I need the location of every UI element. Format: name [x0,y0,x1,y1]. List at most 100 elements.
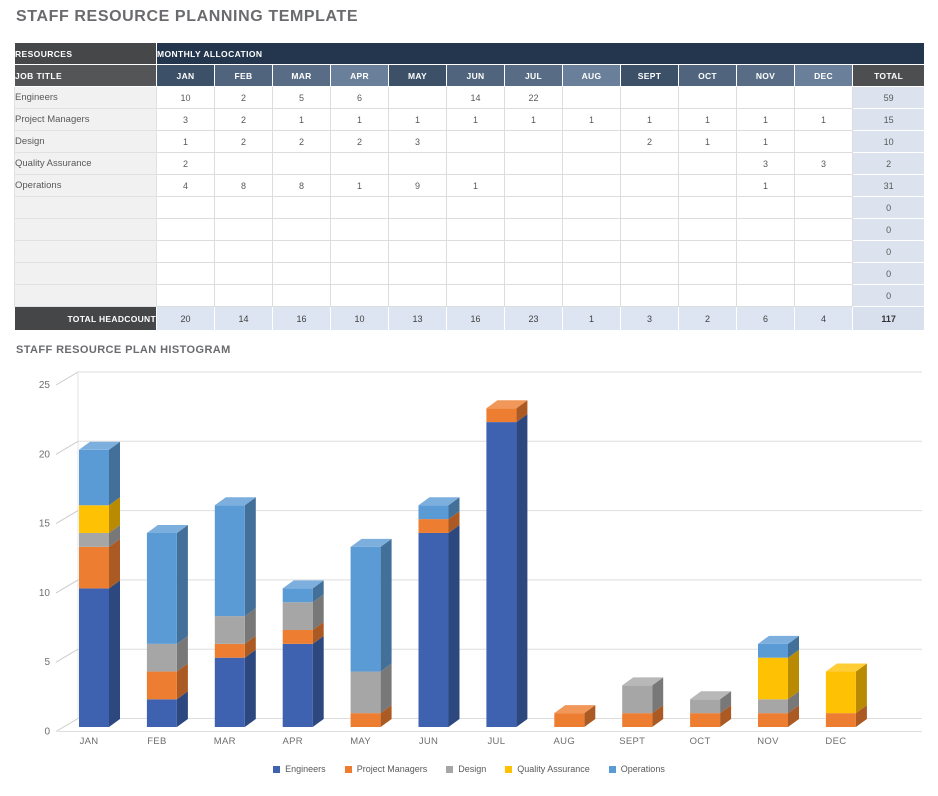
value-cell[interactable]: 8 [214,174,273,197]
value-cell[interactable] [330,152,389,175]
value-cell[interactable] [504,174,563,197]
value-cell[interactable] [504,240,563,263]
value-cell[interactable]: 1 [736,130,795,153]
value-cell[interactable] [678,284,737,307]
value-cell[interactable] [446,284,505,307]
value-cell[interactable]: 2 [330,130,389,153]
value-cell[interactable]: 1 [388,108,447,131]
value-cell[interactable] [156,218,215,241]
value-cell[interactable]: 2 [272,130,331,153]
value-cell[interactable]: 2 [214,86,273,109]
value-cell[interactable] [388,196,447,219]
value-cell[interactable] [272,218,331,241]
value-cell[interactable]: 1 [678,130,737,153]
value-cell[interactable] [214,262,273,285]
value-cell[interactable] [620,196,679,219]
job-title-cell[interactable] [14,262,157,285]
job-title-cell[interactable]: Operations [14,174,157,197]
value-cell[interactable] [794,240,853,263]
value-cell[interactable] [678,196,737,219]
value-cell[interactable] [446,262,505,285]
value-cell[interactable] [678,86,737,109]
value-cell[interactable] [330,218,389,241]
value-cell[interactable]: 2 [214,130,273,153]
value-cell[interactable]: 3 [388,130,447,153]
value-cell[interactable]: 1 [330,174,389,197]
value-cell[interactable] [736,262,795,285]
value-cell[interactable]: 1 [504,108,563,131]
value-cell[interactable] [272,284,331,307]
value-cell[interactable] [388,152,447,175]
value-cell[interactable] [330,240,389,263]
value-cell[interactable] [678,262,737,285]
value-cell[interactable] [388,218,447,241]
job-title-cell[interactable]: Engineers [14,86,157,109]
value-cell[interactable]: 1 [272,108,331,131]
value-cell[interactable] [156,240,215,263]
value-cell[interactable]: 22 [504,86,563,109]
value-cell[interactable]: 2 [156,152,215,175]
value-cell[interactable] [504,196,563,219]
value-cell[interactable] [736,240,795,263]
value-cell[interactable] [736,196,795,219]
job-title-cell[interactable]: Project Managers [14,108,157,131]
value-cell[interactable] [446,240,505,263]
value-cell[interactable]: 1 [620,108,679,131]
value-cell[interactable] [620,218,679,241]
value-cell[interactable]: 1 [330,108,389,131]
value-cell[interactable] [736,218,795,241]
value-cell[interactable] [446,152,505,175]
value-cell[interactable] [678,218,737,241]
value-cell[interactable] [156,284,215,307]
value-cell[interactable] [330,196,389,219]
value-cell[interactable] [620,152,679,175]
value-cell[interactable] [794,262,853,285]
value-cell[interactable] [446,130,505,153]
value-cell[interactable]: 9 [388,174,447,197]
value-cell[interactable] [736,86,795,109]
value-cell[interactable] [620,86,679,109]
value-cell[interactable] [272,262,331,285]
value-cell[interactable] [504,262,563,285]
value-cell[interactable] [214,284,273,307]
value-cell[interactable] [562,196,621,219]
value-cell[interactable] [446,196,505,219]
value-cell[interactable] [562,130,621,153]
value-cell[interactable]: 3 [794,152,853,175]
value-cell[interactable]: 1 [736,108,795,131]
value-cell[interactable]: 8 [272,174,331,197]
value-cell[interactable] [678,152,737,175]
value-cell[interactable]: 4 [156,174,215,197]
value-cell[interactable] [678,174,737,197]
value-cell[interactable] [272,152,331,175]
job-title-cell[interactable] [14,218,157,241]
value-cell[interactable] [446,218,505,241]
value-cell[interactable] [504,152,563,175]
value-cell[interactable]: 3 [156,108,215,131]
job-title-cell[interactable] [14,240,157,263]
value-cell[interactable]: 1 [794,108,853,131]
value-cell[interactable] [562,152,621,175]
value-cell[interactable] [562,174,621,197]
value-cell[interactable] [620,284,679,307]
value-cell[interactable]: 10 [156,86,215,109]
value-cell[interactable] [388,262,447,285]
value-cell[interactable] [794,174,853,197]
value-cell[interactable] [330,262,389,285]
value-cell[interactable]: 1 [446,174,505,197]
value-cell[interactable] [562,240,621,263]
value-cell[interactable]: 1 [678,108,737,131]
value-cell[interactable]: 2 [214,108,273,131]
value-cell[interactable] [562,262,621,285]
value-cell[interactable]: 1 [562,108,621,131]
value-cell[interactable]: 5 [272,86,331,109]
value-cell[interactable] [214,240,273,263]
value-cell[interactable] [794,86,853,109]
value-cell[interactable] [330,284,389,307]
value-cell[interactable]: 1 [446,108,505,131]
job-title-cell[interactable]: Quality Assurance [14,152,157,175]
value-cell[interactable] [272,240,331,263]
value-cell[interactable] [678,240,737,263]
value-cell[interactable] [794,218,853,241]
value-cell[interactable] [504,218,563,241]
